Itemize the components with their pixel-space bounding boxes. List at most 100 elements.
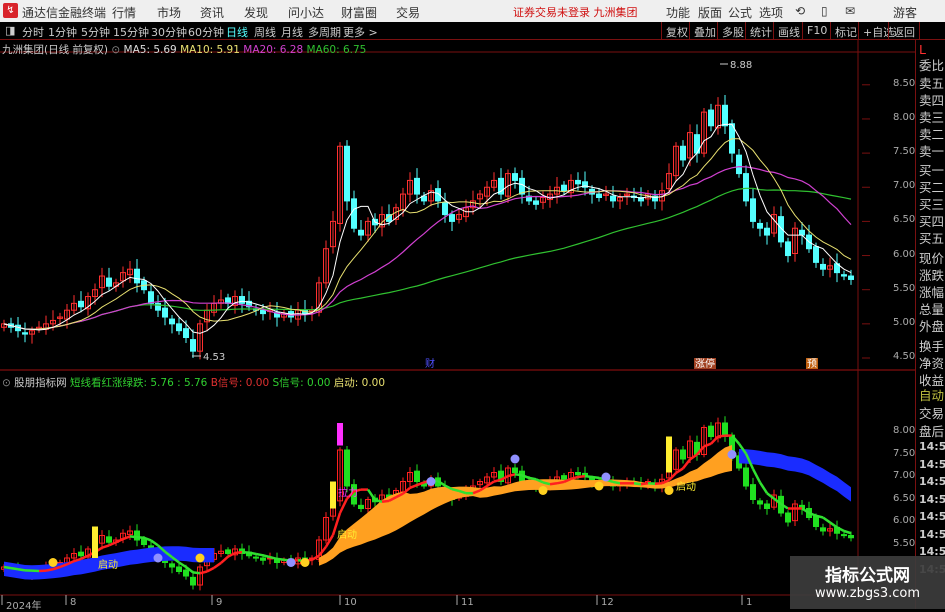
- candle: [751, 199, 756, 222]
- indicator-candle: [758, 501, 763, 504]
- face-icon: [427, 477, 436, 486]
- settings-icon[interactable]: ⊙: [111, 44, 120, 56]
- trend-line-segment: [102, 545, 109, 547]
- trend-line-segment: [151, 540, 158, 545]
- trend-line-segment: [235, 552, 242, 553]
- ma10-line: [4, 139, 851, 329]
- face-icon: [665, 486, 674, 495]
- trend-line-segment: [130, 536, 137, 537]
- candle: [681, 146, 686, 160]
- trend-line-segment: [46, 569, 53, 570]
- indicator-candle: [177, 567, 182, 572]
- lali-label: 拉力: [338, 486, 358, 499]
- quote-field: 卖一: [919, 141, 944, 160]
- candle: [345, 146, 350, 201]
- trend-line-segment: [753, 469, 760, 483]
- candle: [723, 105, 728, 125]
- price-tick: 6.50: [893, 214, 915, 225]
- qidong-label: 启动: [98, 558, 118, 571]
- face-icon: [301, 558, 310, 567]
- trend-line-segment: [4, 567, 11, 568]
- trend-line-segment: [11, 568, 18, 569]
- trend-line-segment: [830, 522, 837, 527]
- trend-line-segment: [214, 563, 221, 568]
- indicator-tick: 6.50: [893, 493, 915, 504]
- face-icon: [595, 482, 604, 491]
- indicator-candle: [744, 468, 749, 486]
- low-price-label: 4.53: [203, 352, 225, 363]
- trend-line-segment: [375, 500, 382, 502]
- watermark: 指标公式网 www.zbgs3.com: [790, 556, 945, 609]
- trade-label[interactable]: 交易: [919, 403, 944, 422]
- trend-line-segment: [543, 482, 550, 484]
- price-tick: 8.50: [893, 78, 915, 89]
- indicator-name: 股朋指标网: [14, 377, 67, 389]
- ma60-label: MA60: 6.75: [306, 44, 366, 56]
- indicator-candle: [842, 535, 847, 536]
- candle: [765, 228, 770, 235]
- candle: [135, 269, 140, 283]
- candle: [800, 230, 805, 235]
- trend-line-segment: [249, 553, 256, 554]
- trend-line-segment: [683, 459, 690, 468]
- trend-line-segment: [179, 563, 186, 568]
- trend-line-segment: [452, 489, 459, 491]
- candle: [576, 180, 581, 183]
- indicator-candle: [821, 528, 826, 531]
- candle: [849, 276, 854, 279]
- price-tick: 7.00: [893, 180, 915, 191]
- candle: [450, 215, 455, 222]
- indicator-tick: 6.00: [893, 515, 915, 526]
- face-icon: [154, 554, 163, 563]
- price-tick: 5.50: [893, 283, 915, 294]
- price-tick: 4.50: [893, 351, 915, 362]
- face-icon: [49, 558, 58, 567]
- trend-line-segment: [410, 485, 417, 488]
- indicator-candle: [170, 564, 175, 567]
- date-tick: 11: [461, 597, 474, 608]
- trend-line-segment: [585, 476, 592, 477]
- quote-field: 买五: [919, 228, 944, 247]
- after-hours-label[interactable]: 盘后: [919, 421, 944, 440]
- date-tick: 2024年: [6, 597, 41, 612]
- trend-line-segment: [557, 482, 564, 483]
- trend-line-segment: [704, 444, 711, 447]
- trend-line-segment: [844, 531, 851, 533]
- indicator-candle: [191, 577, 196, 585]
- trend-line-segment: [634, 483, 641, 484]
- b-signal-label: B信号: 0.00: [211, 377, 269, 389]
- tick-time: 14:56: [919, 528, 945, 541]
- settings-icon[interactable]: ⊙: [2, 377, 11, 389]
- candle: [170, 319, 175, 324]
- kline-chart[interactable]: 8.884.53财涨停预启动启动拉力启动: [0, 0, 915, 609]
- watermark-url: www.zbgs3.com: [790, 586, 945, 601]
- event-zhangting: 涨停: [695, 357, 715, 370]
- candle: [758, 223, 763, 228]
- trend-line-segment: [382, 501, 389, 502]
- ma20-line: [4, 167, 851, 330]
- indicator-candle: [415, 471, 420, 481]
- candle: [240, 297, 245, 304]
- main-chart-info: 九洲集团(日线 前复权) ⊙ MA5: 5.69 MA10: 5.91 MA20…: [2, 42, 366, 57]
- trend-line-segment: [823, 518, 830, 523]
- indicator-candle: [184, 570, 189, 576]
- tick-time: 14:56: [919, 475, 945, 488]
- face-icon: [539, 486, 548, 495]
- signal-bar: [666, 437, 672, 473]
- candle: [149, 292, 154, 304]
- watermark-title: 指标公式网: [790, 561, 945, 586]
- ma60-line: [4, 188, 851, 329]
- trend-line-segment: [207, 568, 214, 572]
- indicator-candle: [849, 536, 854, 538]
- candle: [191, 340, 196, 352]
- trend-line-segment: [592, 477, 599, 478]
- trend-line-segment: [690, 455, 697, 460]
- candle: [177, 324, 182, 331]
- signal-bar: [330, 482, 336, 509]
- candle: [513, 174, 518, 181]
- auto-label[interactable]: 自动: [919, 385, 944, 404]
- face-icon: [602, 473, 611, 482]
- trend-line-segment: [256, 554, 263, 555]
- trend-line-segment: [508, 474, 515, 476]
